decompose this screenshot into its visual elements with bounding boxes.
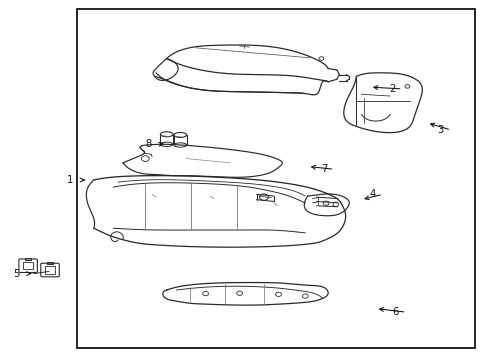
Text: 3: 3: [437, 125, 443, 135]
Text: 6: 6: [392, 307, 398, 317]
Text: 7: 7: [320, 164, 326, 174]
Text: 1: 1: [67, 175, 73, 185]
Text: 8: 8: [145, 139, 152, 149]
Bar: [77, 9, 474, 348]
Text: 2: 2: [388, 84, 394, 94]
Text: 4: 4: [369, 189, 375, 199]
Text: 5: 5: [14, 269, 20, 279]
